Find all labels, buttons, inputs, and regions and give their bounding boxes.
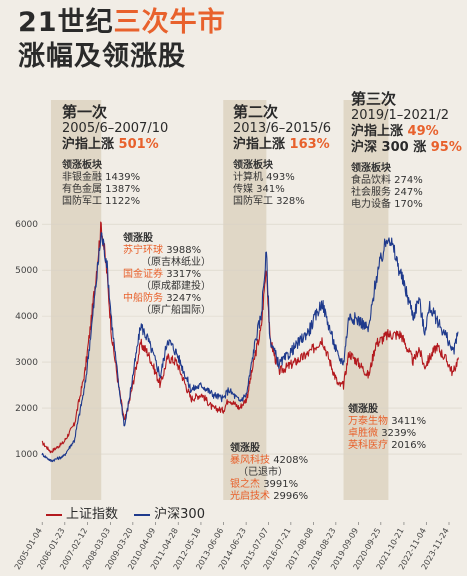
leaders-1-title: 领涨股 bbox=[123, 233, 153, 244]
period-1-gain: 沪指上涨 501% bbox=[62, 137, 168, 153]
leaders-3-title: 领涨股 bbox=[348, 404, 378, 415]
bull-period-shade-3 bbox=[343, 100, 389, 500]
legend-label-sh: 上证指数 bbox=[66, 507, 119, 522]
period-3-sector-row: 社会服务 247% bbox=[351, 187, 423, 198]
period-1-sector-title: 领涨板块 bbox=[62, 160, 102, 171]
period-3-gain: 沪指上涨 49% bbox=[351, 124, 462, 140]
y-tick-label: 1000 bbox=[15, 450, 38, 460]
period-1-sector-row: 有色金属 1387% bbox=[62, 184, 141, 195]
period-2-sector-row: 国防军工 328% bbox=[233, 196, 305, 207]
leaders-2-box: 领涨股 暴风科技 4208% （已退市） 银之杰 3991% 光启技术 2996… bbox=[230, 443, 308, 503]
leaders-2-title: 领涨股 bbox=[230, 443, 260, 454]
title-highlight: 三次牛市 bbox=[113, 7, 226, 38]
leader-row: 苏宁环球 3988% bbox=[123, 245, 202, 256]
y-tick-label: 4000 bbox=[15, 312, 38, 322]
period-3-range: 2019/1–2021/2 bbox=[351, 108, 449, 123]
period-3-gain-pct: 49% bbox=[407, 124, 439, 139]
legend-swatch-sh bbox=[46, 513, 62, 516]
period-3-gain-label: 沪指上涨 bbox=[351, 124, 404, 139]
leader-row: 中船防务 3247% bbox=[123, 293, 202, 304]
period-2-sector-row: 计算机 493% bbox=[233, 172, 295, 183]
y-tick-label: 6000 bbox=[15, 220, 38, 230]
period-2-gain-pct: 163% bbox=[289, 137, 330, 152]
chart-legend: 上证指数 沪深300 bbox=[46, 503, 217, 522]
period-1-sector-row: 非银金融 1439% bbox=[62, 172, 141, 183]
title-subtitle: 涨幅及领涨股 bbox=[18, 41, 186, 72]
leader-row: 万泰生物 3411% bbox=[348, 416, 427, 427]
period-1-range: 2005/6–2007/10 bbox=[62, 121, 169, 136]
period-3-gain2-label: 沪深 300 涨 bbox=[351, 140, 427, 155]
leaders-3-box: 领涨股 万泰生物 3411% 卓胜微 3239% 英科医疗 2016% bbox=[348, 404, 426, 452]
period-2-head: 第二次 bbox=[233, 103, 279, 121]
page-title: 21世纪三次牛市 涨幅及领涨股 bbox=[18, 6, 226, 74]
leader-row: 国金证券 3317% bbox=[123, 269, 202, 280]
period-2-sector-row: 传媒 341% bbox=[233, 184, 285, 195]
period-3-head: 第三次 bbox=[351, 90, 397, 108]
period-2-range: 2013/6–2015/6 bbox=[233, 121, 331, 136]
period-2-block: 第二次 2013/6–2015/6 沪指上涨 163% 领涨板块 计算机 493… bbox=[233, 103, 331, 208]
leaders-1-box: 领涨股 苏宁环球 3988% （原吉林纸业） 国金证券 3317% （原成都建投… bbox=[123, 233, 211, 317]
period-2-gain: 沪指上涨 163% bbox=[233, 137, 331, 153]
leader-row: （原广船国际） bbox=[141, 305, 211, 316]
legend-swatch-hs bbox=[134, 513, 151, 516]
period-3-sector-title: 领涨板块 bbox=[351, 163, 391, 174]
leader-row: 光启技术 2996% bbox=[230, 491, 309, 502]
period-3-block: 第三次 2019/1–2021/2 沪指上涨 49% 沪深 300 涨 95% … bbox=[351, 90, 462, 211]
leader-row: 暴风科技 4208% bbox=[230, 455, 309, 466]
y-tick-label: 5000 bbox=[15, 266, 38, 276]
period-1-sector-row: 国防军工 1122% bbox=[62, 196, 141, 207]
bull-period-shade-2 bbox=[223, 100, 267, 500]
leader-row: 卓胜微 3239% bbox=[348, 428, 417, 439]
period-3-sector-row: 电力设备 170% bbox=[351, 199, 423, 210]
period-3-gain2-pct: 95% bbox=[430, 140, 462, 155]
leader-row: （已退市） bbox=[238, 467, 288, 478]
period-2-gain-label: 沪指上涨 bbox=[233, 137, 286, 152]
series-line-shanghai-composite bbox=[41, 221, 459, 454]
y-tick-label: 2000 bbox=[15, 404, 38, 414]
period-1-head: 第一次 bbox=[62, 103, 108, 121]
legend-item-hs: 沪深300 bbox=[134, 503, 205, 522]
leader-row: （原吉林纸业） bbox=[141, 257, 211, 268]
legend-item-sh: 上证指数 bbox=[46, 503, 118, 522]
period-2-sector-title: 领涨板块 bbox=[233, 160, 273, 171]
period-1-gain-pct: 501% bbox=[118, 137, 159, 152]
title-plain: 21世纪 bbox=[18, 7, 114, 38]
period-1-block: 第一次 2005/6–2007/10 沪指上涨 501% 领涨板块 非银金融 1… bbox=[62, 103, 168, 208]
period-1-gain-label: 沪指上涨 bbox=[62, 137, 115, 152]
y-tick-label: 3000 bbox=[15, 358, 38, 368]
leader-row: 英科医疗 2016% bbox=[348, 440, 427, 451]
legend-label-hs: 沪深300 bbox=[154, 507, 205, 522]
period-3-sector-row: 食品饮料 274% bbox=[351, 175, 423, 186]
series-line-csi300 bbox=[41, 232, 459, 463]
period-3-gain2: 沪深 300 涨 95% bbox=[351, 140, 462, 156]
leader-row: （原成都建投） bbox=[141, 281, 211, 292]
leader-row: 银之杰 3991% bbox=[230, 479, 299, 490]
